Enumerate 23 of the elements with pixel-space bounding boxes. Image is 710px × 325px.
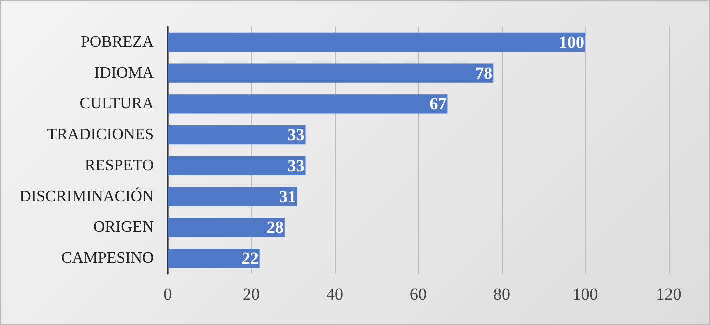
data-label: 78 <box>476 64 493 83</box>
data-label: 100 <box>559 32 584 52</box>
data-label: 31 <box>279 187 296 206</box>
y-tick-label: DISCRIMINACIÓN <box>20 187 154 206</box>
x-tick-label: 80 <box>494 285 510 304</box>
data-label: 67 <box>430 94 448 114</box>
y-tick-label: POBREZA <box>81 34 154 51</box>
x-tick-label: 100 <box>572 285 598 304</box>
y-tick-label: CULTURA <box>80 96 154 113</box>
data-label: 33 <box>288 156 305 176</box>
y-tick-label: TRADICIONES <box>47 126 154 144</box>
x-tick-label: 40 <box>326 285 344 304</box>
x-tick-label: 20 <box>243 285 260 304</box>
y-tick-label: IDIOMA <box>94 64 154 82</box>
data-label: 28 <box>266 218 284 238</box>
x-tick-label: 0 <box>164 285 172 304</box>
y-tick-label: CAMPESINO <box>62 250 154 268</box>
x-tick-label: 120 <box>656 285 682 304</box>
y-tick-label: RESPETO <box>84 157 154 174</box>
y-tick-label: ORIGEN <box>94 219 154 236</box>
x-tick-label: 60 <box>410 285 427 304</box>
data-label: 22 <box>242 249 259 268</box>
data-label: 33 <box>288 126 305 145</box>
